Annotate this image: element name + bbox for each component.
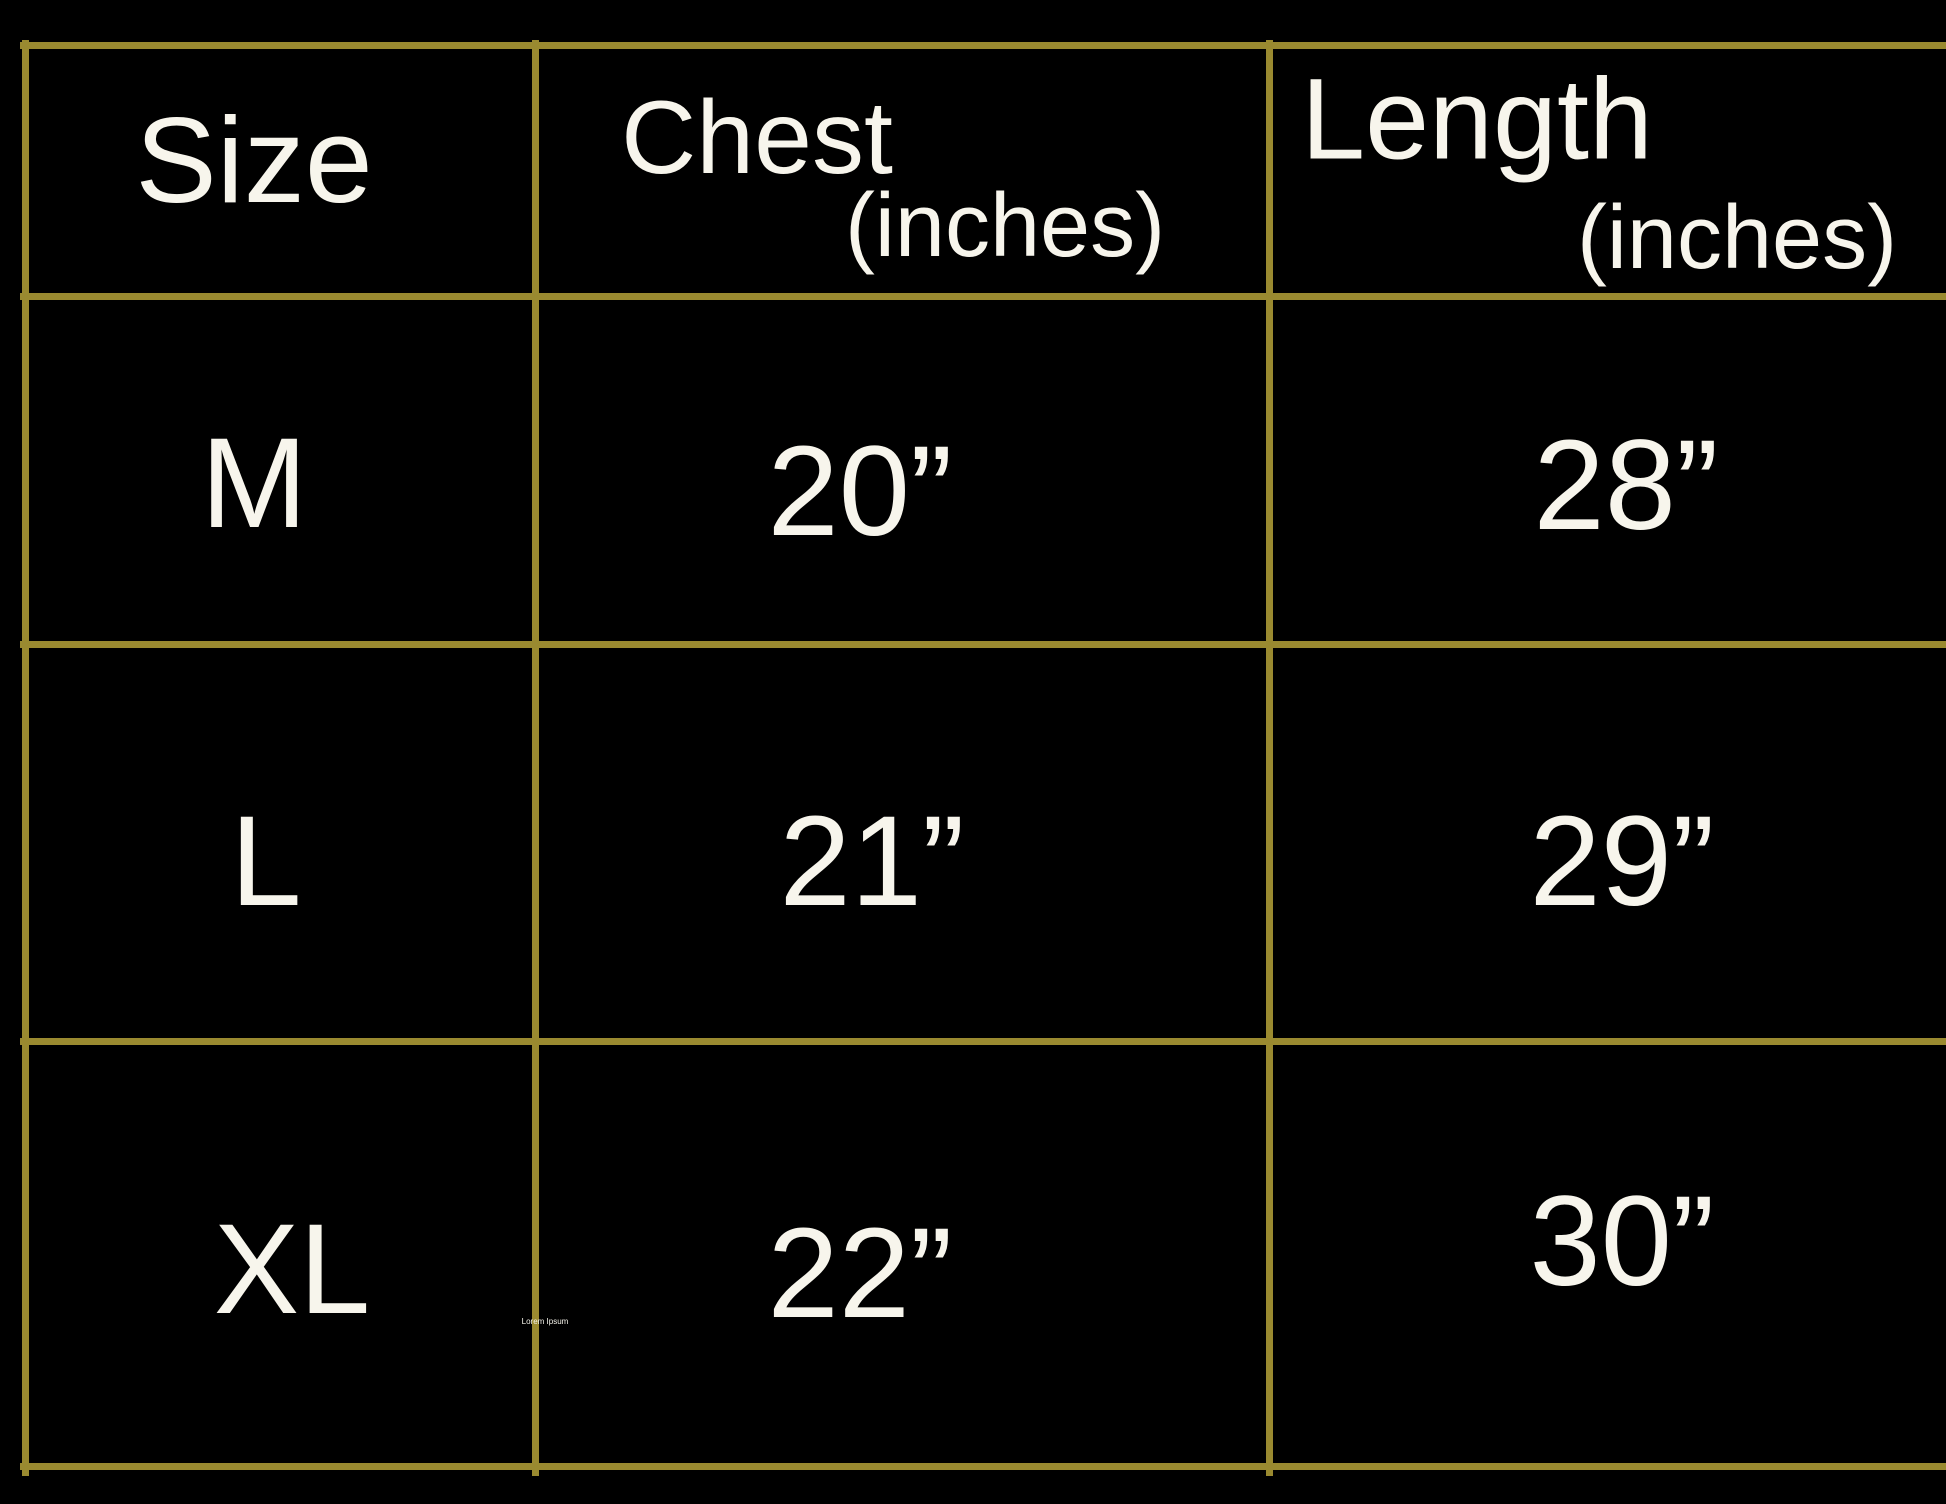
grid-line — [20, 1038, 1946, 1045]
row-m-size: M — [200, 412, 308, 555]
watermark-text: Lorem Ipsum — [521, 1317, 569, 1326]
grid-line — [22, 40, 29, 1476]
grid-line — [1266, 40, 1273, 1476]
header-size: Size — [135, 92, 373, 228]
header-chest: Chest — [621, 80, 893, 196]
row-m-length: 28” — [1533, 414, 1719, 557]
row-xl-size: XL — [213, 1198, 371, 1341]
header-chest-unit: (inches) — [844, 176, 1166, 276]
row-xl-length: 30” — [1529, 1170, 1715, 1313]
row-m-chest: 20” — [767, 420, 953, 563]
grid-line — [20, 1463, 1946, 1470]
header-length: Length — [1301, 55, 1653, 184]
grid-line — [532, 40, 539, 1476]
row-l-size: L — [230, 790, 302, 933]
row-l-length: 29” — [1529, 790, 1715, 933]
row-l-chest: 21” — [779, 790, 965, 933]
grid-line — [20, 293, 1946, 300]
header-length-unit: (inches) — [1576, 188, 1898, 288]
row-xl-chest: 22” — [767, 1202, 953, 1345]
grid-line — [20, 641, 1946, 648]
grid-line — [20, 42, 1946, 49]
